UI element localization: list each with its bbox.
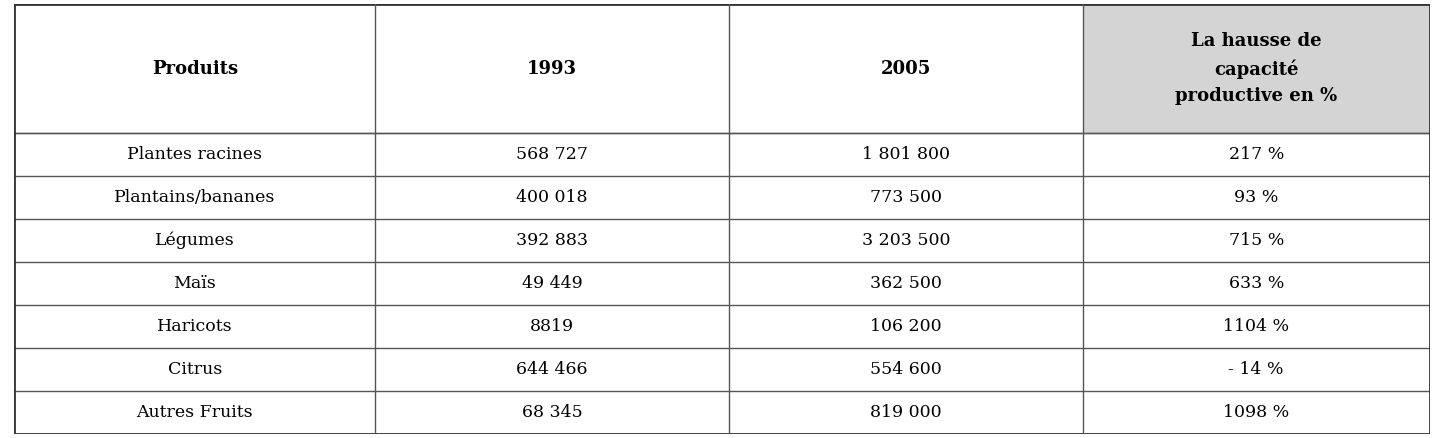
Bar bbox=[14, 305, 375, 348]
Text: Plantains/bananes: Plantains/bananes bbox=[114, 189, 276, 206]
Text: 217 %: 217 % bbox=[1229, 146, 1284, 163]
Text: 1104 %: 1104 % bbox=[1223, 318, 1289, 335]
Text: Produits: Produits bbox=[152, 60, 238, 78]
Text: 644 466: 644 466 bbox=[517, 361, 588, 378]
Bar bbox=[729, 391, 1083, 434]
Text: Plantes racines: Plantes racines bbox=[127, 146, 263, 163]
Bar bbox=[1083, 305, 1430, 348]
Bar bbox=[375, 219, 729, 262]
Bar bbox=[14, 219, 375, 262]
Bar bbox=[729, 219, 1083, 262]
Bar bbox=[729, 133, 1083, 176]
Text: 568 727: 568 727 bbox=[516, 146, 588, 163]
Bar bbox=[375, 133, 729, 176]
Text: 554 600: 554 600 bbox=[871, 361, 941, 378]
Text: Haricots: Haricots bbox=[157, 318, 232, 335]
Text: 633 %: 633 % bbox=[1229, 275, 1284, 292]
Text: Légumes: Légumes bbox=[155, 232, 235, 249]
Text: La hausse de
capacité
productive en %: La hausse de capacité productive en % bbox=[1175, 32, 1337, 106]
Text: 49 449: 49 449 bbox=[521, 275, 582, 292]
Bar bbox=[375, 262, 729, 305]
Text: 1993: 1993 bbox=[527, 60, 578, 78]
Bar bbox=[729, 4, 1083, 133]
Bar bbox=[729, 176, 1083, 219]
Text: 68 345: 68 345 bbox=[521, 404, 582, 420]
Bar bbox=[375, 348, 729, 391]
Bar bbox=[1083, 262, 1430, 305]
Bar bbox=[14, 262, 375, 305]
Bar bbox=[1083, 4, 1430, 133]
Bar bbox=[375, 391, 729, 434]
Text: 8819: 8819 bbox=[530, 318, 575, 335]
Bar bbox=[14, 4, 375, 133]
Text: - 14 %: - 14 % bbox=[1229, 361, 1284, 378]
Text: 93 %: 93 % bbox=[1235, 189, 1278, 206]
Text: 1098 %: 1098 % bbox=[1223, 404, 1289, 420]
Text: 3 203 500: 3 203 500 bbox=[862, 232, 950, 249]
Bar bbox=[375, 4, 729, 133]
Bar bbox=[729, 348, 1083, 391]
Text: 1 801 800: 1 801 800 bbox=[862, 146, 950, 163]
Bar bbox=[1083, 219, 1430, 262]
Bar bbox=[375, 176, 729, 219]
Bar bbox=[729, 305, 1083, 348]
Text: 400 018: 400 018 bbox=[517, 189, 588, 206]
Text: 819 000: 819 000 bbox=[871, 404, 941, 420]
Text: Citrus: Citrus bbox=[168, 361, 222, 378]
Bar bbox=[14, 176, 375, 219]
Bar bbox=[1083, 391, 1430, 434]
Text: 362 500: 362 500 bbox=[871, 275, 941, 292]
Text: 773 500: 773 500 bbox=[869, 189, 941, 206]
Bar bbox=[14, 348, 375, 391]
Bar bbox=[1083, 133, 1430, 176]
Bar bbox=[14, 133, 375, 176]
Text: 2005: 2005 bbox=[881, 60, 931, 78]
Text: 106 200: 106 200 bbox=[871, 318, 941, 335]
Text: Autres Fruits: Autres Fruits bbox=[137, 404, 253, 420]
Text: 392 883: 392 883 bbox=[516, 232, 588, 249]
Bar bbox=[1083, 348, 1430, 391]
Text: 715 %: 715 % bbox=[1229, 232, 1284, 249]
Bar bbox=[1083, 176, 1430, 219]
Text: Maïs: Maïs bbox=[173, 275, 217, 292]
Bar bbox=[729, 262, 1083, 305]
Bar bbox=[14, 391, 375, 434]
Bar bbox=[375, 305, 729, 348]
